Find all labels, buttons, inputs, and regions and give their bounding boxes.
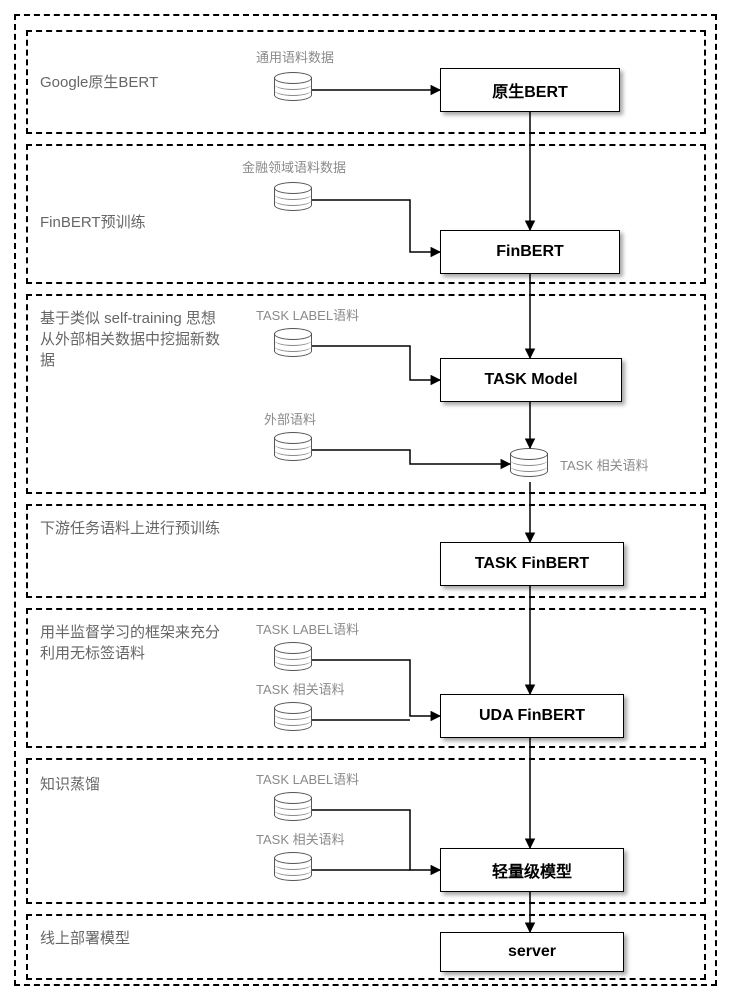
stage-label: Google原生BERT bbox=[40, 72, 158, 93]
database-label: TASK LABEL语料 bbox=[256, 308, 359, 324]
database-icon bbox=[274, 328, 312, 362]
flow-node: server bbox=[440, 932, 624, 972]
flow-node: TASK Model bbox=[440, 358, 622, 402]
stage-label: 下游任务语料上进行预训练 bbox=[40, 518, 220, 539]
flow-node: TASK FinBERT bbox=[440, 542, 624, 586]
database-icon bbox=[274, 642, 312, 676]
database-icon bbox=[274, 72, 312, 106]
database-icon bbox=[274, 792, 312, 826]
flow-node: UDA FinBERT bbox=[440, 694, 624, 738]
stage-label: 知识蒸馏 bbox=[40, 774, 100, 795]
database-label: TASK LABEL语料 bbox=[256, 622, 359, 638]
stage-label: FinBERT预训练 bbox=[40, 212, 146, 233]
flow-node: FinBERT bbox=[440, 230, 620, 274]
database-icon bbox=[510, 448, 548, 482]
database-label: TASK 相关语料 bbox=[256, 832, 345, 848]
database-label: TASK 相关语料 bbox=[256, 682, 345, 698]
database-label: TASK 相关语料 bbox=[560, 458, 649, 474]
database-label: 通用语料数据 bbox=[256, 50, 334, 66]
database-icon bbox=[274, 702, 312, 736]
database-label: 外部语料 bbox=[264, 412, 316, 428]
database-icon bbox=[274, 852, 312, 886]
database-icon bbox=[274, 182, 312, 216]
flow-node: 原生BERT bbox=[440, 68, 620, 112]
stage-label: 基于类似 self-training 思想从外部相关数据中挖掘新数据 bbox=[40, 308, 230, 371]
database-label: TASK LABEL语料 bbox=[256, 772, 359, 788]
database-icon bbox=[274, 432, 312, 466]
database-label: 金融领域语料数据 bbox=[242, 160, 346, 176]
stage-label: 用半监督学习的框架来充分利用无标签语料 bbox=[40, 622, 230, 664]
flow-node: 轻量级模型 bbox=[440, 848, 624, 892]
stage-label: 线上部署模型 bbox=[40, 928, 130, 949]
